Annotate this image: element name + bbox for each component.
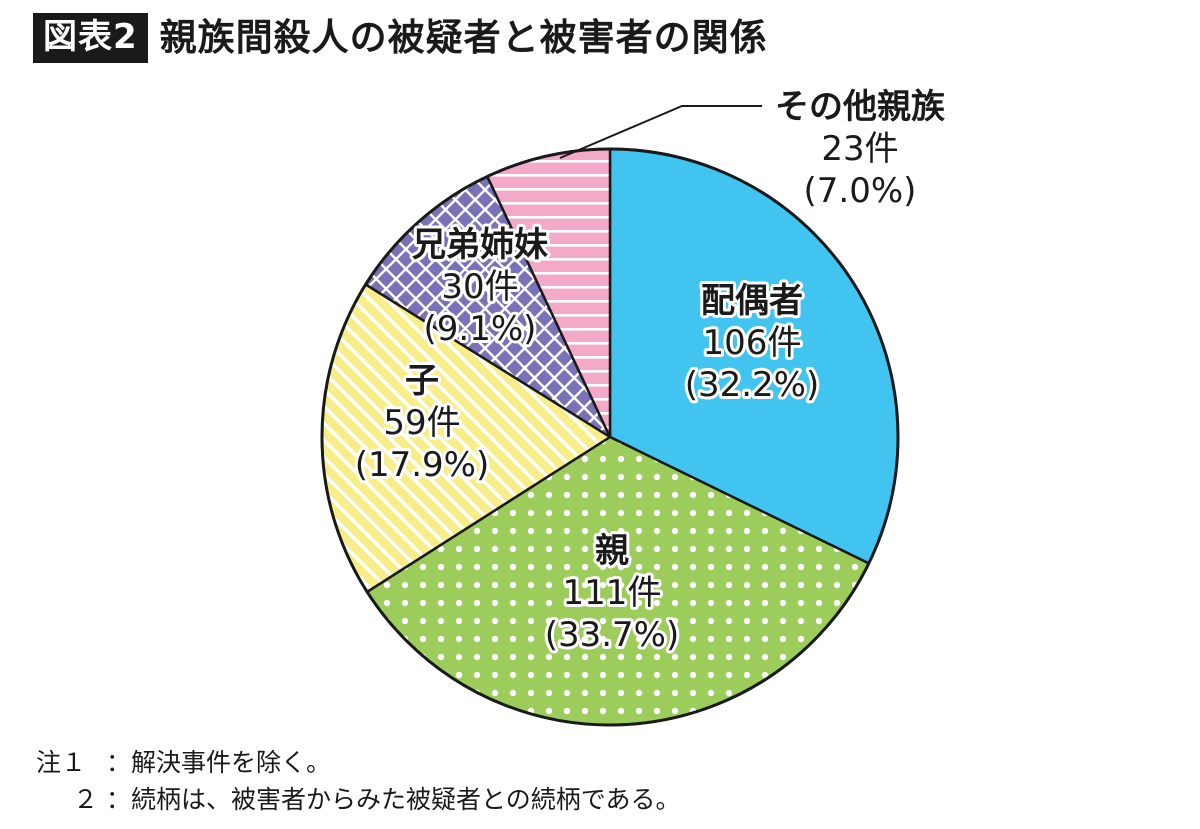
slice-label-2-name: 親 — [595, 531, 629, 571]
chart-title: 親族間殺人の被疑者と被害者の関係 — [159, 16, 768, 59]
slice-label-1-count: 106件 — [703, 323, 802, 363]
slice-label-5-name: その他親族 — [775, 87, 945, 127]
footnote-1-text: ：解決事件を除く。 — [106, 748, 332, 777]
slice-label-3-percent: (17.9%) — [355, 445, 490, 485]
slice-label-4-percent: (9.1%) — [424, 309, 537, 349]
slice-label-3-name: 子 — [405, 361, 439, 401]
slice-label-1-name: 配偶者 — [701, 281, 803, 321]
footnote-2-prefix: ２ — [72, 785, 98, 814]
footnote-2-text: ：続柄は、被害者からみた被疑者との続柄である。 — [106, 785, 681, 814]
pie-outline — [320, 147, 900, 727]
slice-label-2-percent: (33.7%) — [545, 615, 680, 655]
slice-label-2-count: 111件 — [563, 573, 662, 613]
slice-label-3-count: 59件 — [383, 403, 460, 443]
footnote-2: ２ ：続柄は、被害者からみた被疑者との続柄である。 — [36, 781, 681, 818]
slice-label-4-count: 30件 — [441, 267, 518, 307]
slice-label-1-percent: (32.2%) — [685, 365, 820, 405]
footnote-1-prefix: 注１ — [36, 748, 87, 777]
chart-header: 図表2 親族間殺人の被疑者と被害者の関係 — [33, 12, 768, 64]
footnote-1: 注１ ：解決事件を除く。 — [36, 744, 681, 781]
leader-line-other-relatives — [559, 105, 762, 159]
footnotes: 注１ ：解決事件を除く。 ２ ：続柄は、被害者からみた被疑者との続柄である。 — [36, 744, 681, 818]
slice-label-5-percent: (7.0%) — [804, 171, 917, 211]
slice-label-5-count: 23件 — [821, 129, 898, 169]
figure-badge: 図表2 — [33, 13, 148, 63]
slice-label-4-name: 兄弟姉妹 — [412, 225, 548, 265]
